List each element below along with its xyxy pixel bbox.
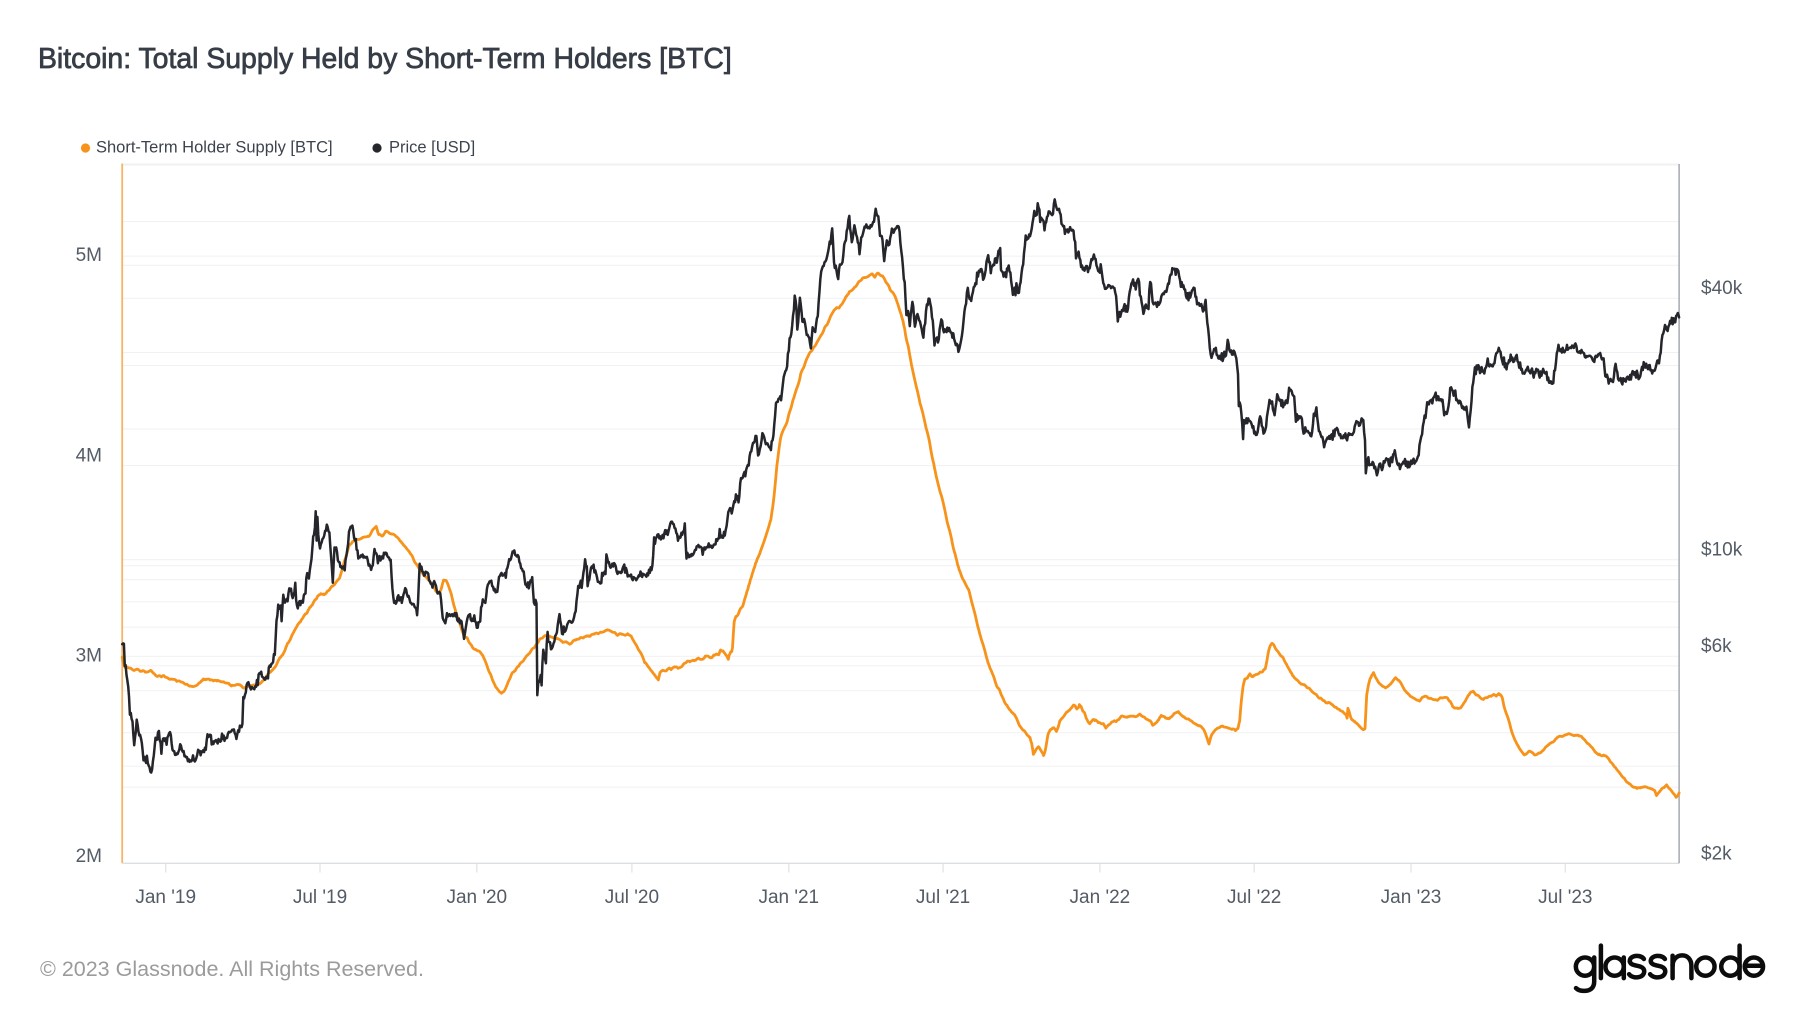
svg-text:$2k: $2k [1701, 843, 1732, 864]
svg-text:5M: 5M [76, 245, 102, 266]
svg-text:3M: 3M [76, 646, 102, 667]
svg-text:$6k: $6k [1701, 636, 1732, 657]
svg-text:2M: 2M [76, 846, 102, 867]
svg-text:Jul '22: Jul '22 [1227, 887, 1281, 908]
svg-text:Jul '23: Jul '23 [1538, 887, 1592, 908]
svg-text:Jul '19: Jul '19 [293, 887, 347, 908]
svg-text:Jul '21: Jul '21 [916, 887, 970, 908]
svg-text:Jul '20: Jul '20 [605, 887, 659, 908]
svg-text:4M: 4M [76, 445, 102, 466]
svg-text:Jan '20: Jan '20 [446, 887, 507, 908]
svg-text:Bitcoin: Total Supply Held by: Bitcoin: Total Supply Held by Short-Term… [38, 43, 732, 75]
svg-text:Jan '21: Jan '21 [758, 887, 819, 908]
svg-text:© 2023 Glassnode. All Rights R: © 2023 Glassnode. All Rights Reserved. [40, 957, 424, 981]
svg-text:$40k: $40k [1701, 278, 1743, 299]
svg-text:Jan '19: Jan '19 [135, 887, 196, 908]
svg-text:Price [USD]: Price [USD] [389, 139, 475, 157]
svg-text:Jan '22: Jan '22 [1070, 887, 1131, 908]
svg-text:Jan '23: Jan '23 [1381, 887, 1442, 908]
svg-text:$10k: $10k [1701, 540, 1743, 561]
svg-text:Short-Term Holder Supply [BTC]: Short-Term Holder Supply [BTC] [96, 139, 333, 157]
